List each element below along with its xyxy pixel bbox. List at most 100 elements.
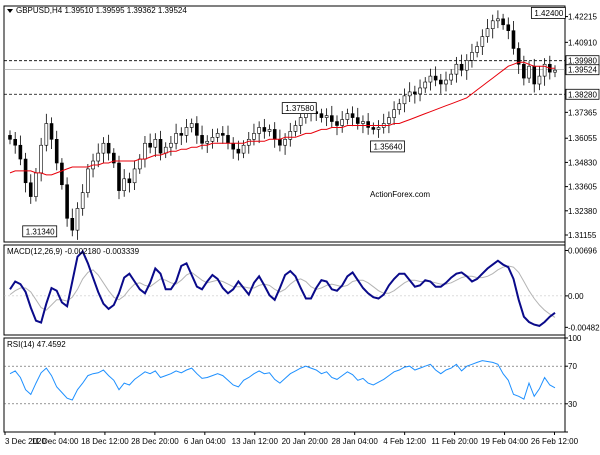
rsi-panel-title: RSI(14) 47.4592: [7, 340, 66, 349]
price-y-tick-label: 1.32380: [568, 207, 597, 216]
price-candle-body: [54, 139, 59, 164]
price-annotation-label: 1.31340: [26, 227, 55, 236]
price-candle-body: [184, 127, 189, 136]
price-candle-body: [13, 139, 17, 146]
price-candle-body: [49, 123, 54, 140]
price-annotation-label: 1.35640: [373, 142, 402, 151]
price-candle-body: [397, 103, 402, 110]
rsi-y-tick-label: 30: [568, 400, 577, 409]
price-candle-body: [340, 119, 344, 126]
x-axis-label: 6 Jan 04:00: [184, 437, 226, 446]
price-y-tick-label: 1.31155: [568, 231, 597, 240]
price-candle-body: [532, 65, 537, 85]
price-candle-body: [127, 178, 132, 184]
price-candle-body: [189, 123, 194, 128]
price-candle-body: [236, 148, 241, 154]
price-y-tick-label: 1.33605: [568, 183, 597, 192]
price-annotation-box: [530, 7, 566, 19]
price-y-tick-label: 1.37365: [568, 108, 597, 117]
price-candle-body: [241, 144, 246, 154]
price-candle-body: [423, 81, 428, 89]
price-candle-body: [200, 135, 204, 144]
price-candle-body: [522, 63, 526, 79]
price-candle-body: [439, 79, 443, 85]
price-candle-body: [324, 115, 329, 118]
price-candle-body: [283, 139, 287, 146]
price-candle-body: [96, 152, 101, 162]
price-candle-body: [267, 129, 272, 132]
price-candle-body: [137, 158, 142, 170]
price-y-tick-label: 1.42215: [568, 13, 597, 22]
price-candle-body: [418, 87, 422, 95]
price-candle-body: [537, 75, 542, 85]
price-candle-body: [39, 144, 43, 174]
price-panel-title: GBPUSD,H4 1.39510 1.39595 1.39362 1.3952…: [16, 6, 187, 15]
price-candle-body: [205, 140, 210, 144]
price-candle-body: [143, 142, 147, 160]
price-candle-body: [252, 133, 256, 140]
price-candle-body: [366, 121, 370, 128]
x-axis-label: 28 Dec 20:00: [131, 437, 179, 446]
price-candle-body: [148, 142, 152, 148]
price-candle-body: [246, 139, 251, 146]
current-price-box: [565, 64, 600, 76]
price-annotation-box: [370, 140, 405, 153]
price-candle-body: [506, 24, 511, 31]
x-axis-label: 3 Dec 2020: [5, 437, 46, 446]
x-axis-label: 13 Jan 12:00: [232, 437, 279, 446]
price-candle-body: [454, 63, 459, 75]
price-candle-body: [257, 127, 261, 134]
price-candle-body: [210, 137, 215, 142]
price-candle-body: [480, 36, 485, 47]
price-candle-body: [444, 79, 448, 85]
price-candle-body: [75, 208, 80, 231]
x-axis-label: 20 Jan 20:00: [282, 437, 329, 446]
collapse-arrow-icon: [7, 9, 13, 13]
price-candle-body: [132, 168, 137, 184]
price-candle-body: [387, 117, 391, 124]
price-candle-body: [449, 73, 453, 81]
price-candle-body: [335, 121, 339, 126]
price-candle-body: [501, 18, 505, 26]
price-candle-body: [490, 20, 495, 30]
price-candle-body: [8, 135, 12, 140]
price-candle-body: [112, 152, 116, 164]
level-label: 1.38280: [568, 90, 597, 99]
price-candle-body: [407, 91, 412, 97]
price-candle-body: [350, 113, 355, 118]
price-candle-body: [485, 28, 490, 37]
price-candle-body: [542, 63, 547, 77]
x-axis-label: 11 Feb 20:00: [431, 437, 478, 446]
rsi-panel-border: [3, 337, 566, 433]
price-candle-body: [319, 113, 324, 118]
price-candle-body: [298, 117, 303, 126]
price-candle-body: [293, 125, 298, 132]
price-candle-body: [428, 75, 433, 83]
rsi-line: [9, 360, 556, 401]
x-axis-label: 19 Feb 04:00: [481, 437, 529, 446]
x-axis-label: 18 Dec 12:00: [81, 437, 129, 446]
macd-line: [9, 249, 556, 327]
price-candle-body: [470, 52, 474, 61]
price-candle-body: [70, 218, 75, 231]
price-candle-body: [65, 184, 69, 219]
price-candle-body: [28, 182, 33, 197]
price-y-tick-label: 1.40910: [568, 38, 597, 47]
x-axis-label: 4 Feb 12:00: [383, 437, 426, 446]
price-candle-body: [475, 46, 479, 53]
price-candle-body: [117, 162, 121, 191]
current-price-label: 1.39524: [568, 66, 597, 75]
price-candle-body: [231, 142, 235, 150]
price-candle-body: [122, 178, 126, 191]
price-candle-body: [355, 117, 360, 124]
price-candle-body: [278, 139, 282, 146]
price-y-tick-label: 1.34830: [568, 158, 597, 167]
macd-y-tick-label: 0.00: [568, 292, 584, 301]
price-candle-body: [44, 123, 49, 146]
level-label: 1.39980: [568, 57, 597, 66]
price-annotation-label: 1.42400: [534, 9, 563, 18]
price-candle-body: [80, 192, 85, 209]
price-candle-body: [345, 113, 350, 120]
